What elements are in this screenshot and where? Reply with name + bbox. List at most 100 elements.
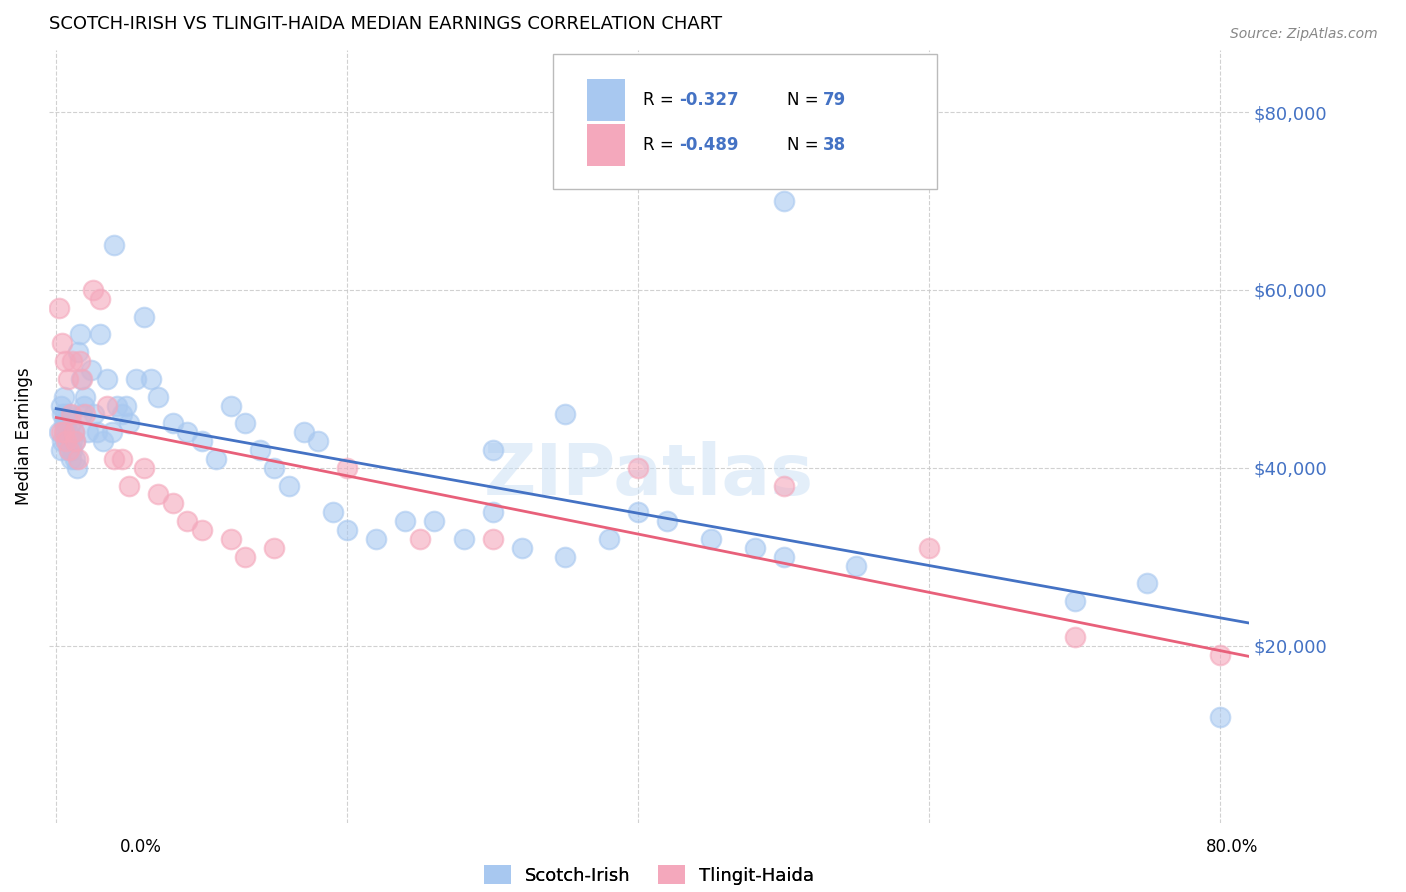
Point [70,372,93,386]
Point [56,408,79,422]
Point [481,505,503,519]
Point [72,372,94,386]
Point [700,532,723,546]
Point [67,451,90,466]
FancyBboxPatch shape [586,124,626,166]
Point [105,399,128,413]
Point [59,451,82,466]
Point [510,541,533,555]
Point [48,425,70,440]
Text: N =: N = [787,136,824,154]
Point [1209,648,1232,662]
Text: R =: R = [643,136,679,154]
Text: Source: ZipAtlas.com: Source: ZipAtlas.com [1230,27,1378,41]
Point [60,354,83,368]
Point [918,541,941,555]
Point [73,399,96,413]
Point [190,523,212,537]
Point [394,514,416,528]
Point [1063,594,1085,608]
Point [219,532,242,546]
Point [336,460,359,475]
Point [59,417,82,431]
Point [96,372,118,386]
Point [91,434,114,449]
Point [554,408,576,422]
Point [58,442,80,457]
Point [80,363,103,377]
Point [67,345,90,359]
Point [49,399,72,413]
Point [235,549,257,564]
Point [118,417,141,431]
Point [423,514,446,528]
Point [139,372,162,386]
Point [72,408,94,422]
Point [278,478,301,492]
Point [453,532,475,546]
Point [481,442,503,457]
Point [744,541,766,555]
Text: ZIPatlas: ZIPatlas [484,441,814,510]
FancyBboxPatch shape [586,78,626,121]
Point [263,460,285,475]
Point [75,390,97,404]
Point [190,434,212,449]
Point [89,327,111,342]
Point [63,434,86,449]
Text: 80.0%: 80.0% [1206,838,1258,856]
Point [322,505,344,519]
Point [58,442,80,457]
Point [52,390,75,404]
Point [292,425,315,440]
Text: R =: R = [643,91,679,109]
Point [56,372,79,386]
Point [772,194,794,208]
Point [409,532,432,546]
Point [481,532,503,546]
Text: SCOTCH-IRISH VS TLINGIT-HAIDA MEDIAN EARNINGS CORRELATION CHART: SCOTCH-IRISH VS TLINGIT-HAIDA MEDIAN EAR… [49,15,723,33]
Point [63,451,86,466]
Point [554,549,576,564]
Text: N =: N = [787,91,824,109]
Point [51,408,73,422]
Point [63,434,86,449]
Point [69,354,91,368]
Point [52,417,75,431]
Point [77,425,100,440]
Point [657,514,679,528]
Point [111,408,134,422]
Point [598,532,620,546]
FancyBboxPatch shape [553,54,936,189]
Point [219,399,242,413]
Text: 38: 38 [823,136,846,154]
Point [336,523,359,537]
Point [205,451,228,466]
Point [132,310,155,324]
Point [59,408,82,422]
Point [49,442,72,457]
Point [89,292,111,306]
Point [176,514,198,528]
Text: 79: 79 [823,91,846,109]
Point [55,434,77,449]
Point [263,541,285,555]
Point [125,372,148,386]
Point [366,532,388,546]
Point [82,283,104,297]
Point [55,417,77,431]
Point [111,451,134,466]
Point [60,434,83,449]
Point [845,558,868,573]
Point [53,425,76,440]
Point [52,425,75,440]
Point [249,442,271,457]
Point [162,496,184,510]
Legend: Scotch-Irish, Tlingit-Haida: Scotch-Irish, Tlingit-Haida [477,858,821,892]
Text: 0.0%: 0.0% [120,838,162,856]
Point [235,417,257,431]
Point [176,425,198,440]
Point [100,425,122,440]
Point [58,434,80,449]
Point [1136,576,1159,591]
